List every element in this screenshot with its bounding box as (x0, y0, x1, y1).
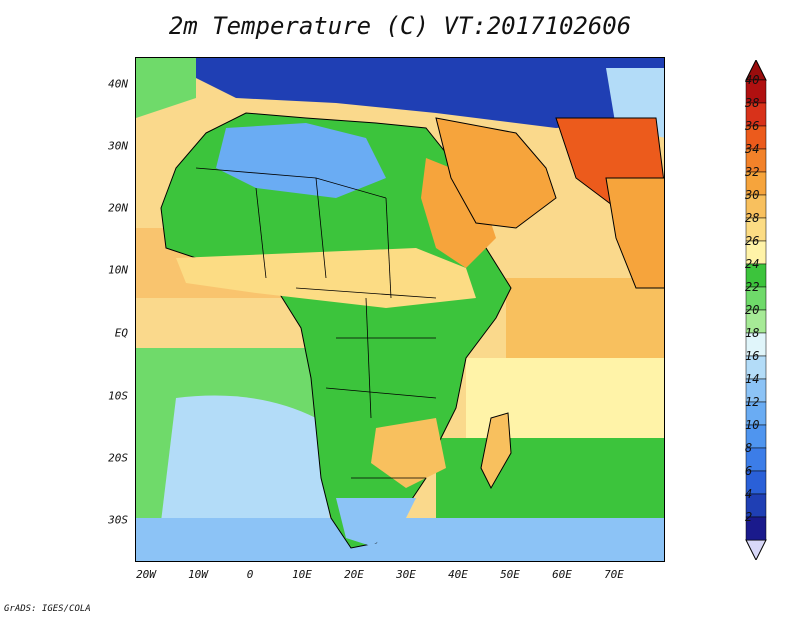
x-tick-30e: 30E (396, 568, 416, 581)
x-tick-10e: 10E (292, 568, 312, 581)
country-borders (195, 167, 437, 479)
y-tick-30n: 30N (108, 139, 128, 153)
x-tick-10w: 10W (188, 568, 208, 581)
y-tick-20s: 20S (108, 451, 128, 465)
ocean-indian-north (506, 278, 664, 358)
ocean-far-south (136, 518, 664, 561)
x-tick-40e: 40E (448, 568, 468, 581)
colorbar-label-6: 6 (745, 464, 753, 478)
colorbar-label-38: 38 (745, 96, 760, 110)
y-tick-40n: 40N (108, 77, 128, 91)
region-europe (196, 58, 664, 128)
ocean-indian-south (436, 438, 664, 518)
colorbar-label-32: 32 (745, 165, 760, 179)
region-europe-green (136, 58, 196, 118)
landmass-arabia (435, 117, 557, 229)
temperature-map (136, 58, 664, 561)
colorbar-label-30: 30 (745, 188, 760, 202)
y-tick-30s: 30S (108, 513, 128, 527)
colorbar-label-40: 40 (745, 73, 760, 87)
colorbar-label-36: 36 (745, 119, 760, 133)
landmass-madagascar (480, 412, 512, 490)
region-south-africa-cool (336, 498, 416, 546)
colorbar-label-34: 34 (745, 142, 760, 156)
region-zimbabwe-hot (371, 418, 446, 488)
colorbar-label-22: 22 (745, 280, 760, 294)
colorbar (745, 60, 767, 560)
colorbar-label-4: 4 (745, 487, 753, 501)
y-tick-eq: EQ (114, 326, 128, 340)
x-tick-50e: 50E (500, 568, 520, 581)
y-tick-20n: 20N (108, 201, 128, 215)
region-sahara-cool (216, 123, 386, 198)
x-tick-20e: 20E (344, 568, 364, 581)
colorbar-label-28: 28 (745, 211, 760, 225)
colorbar-label-20: 20 (745, 303, 760, 317)
x-tick-20w: 20W (136, 568, 156, 581)
y-tick-10s: 10S (108, 389, 128, 403)
colorbar-label-18: 18 (745, 326, 760, 340)
colorbar-label-14: 14 (745, 372, 760, 386)
colorbar-label-24: 24 (745, 257, 760, 271)
colorbar-label-8: 8 (745, 441, 753, 455)
colorbar-label-10: 10 (745, 418, 760, 432)
x-tick-60e: 60E (552, 568, 572, 581)
map-plot-area (135, 57, 665, 562)
colorbar-under-triangle (745, 539, 767, 560)
colorbar-label-26: 26 (745, 234, 760, 248)
colorbar-label-16: 16 (745, 349, 760, 363)
x-tick-0: 0 (246, 568, 254, 581)
colorbar-label-12: 12 (745, 395, 760, 409)
credit-text: GrADS: IGES/COLA (4, 604, 91, 614)
landmass-india (605, 177, 664, 289)
colorbar-segment-2 (745, 516, 767, 541)
colorbar-label-2: 2 (745, 510, 753, 524)
chart-title: 2m Temperature (C) VT:2017102606 (168, 12, 632, 40)
x-tick-70e: 70E (604, 568, 624, 581)
y-tick-10n: 10N (108, 263, 128, 277)
